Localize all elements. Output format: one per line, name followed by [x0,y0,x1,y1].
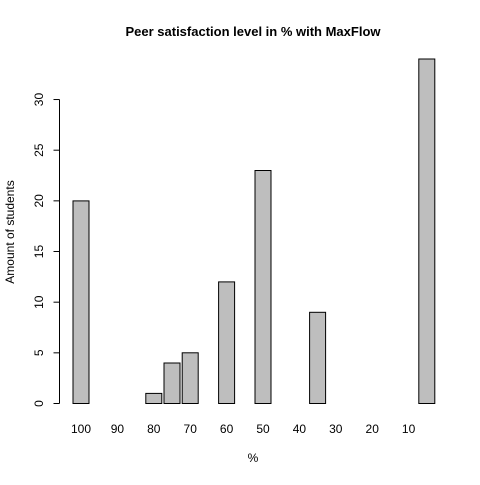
x-tick-label: 40 [293,422,307,436]
y-tick-label: 15 [32,245,46,259]
x-tick-label: 90 [111,422,125,436]
x-tick-label: 10 [402,422,416,436]
x-tick-label: 20 [366,422,380,436]
bars-group [72,58,436,404]
bar [309,311,327,404]
bar [181,352,199,404]
x-tick-label: 50 [256,422,270,436]
bar [418,58,436,404]
x-tick-label: 70 [184,422,198,436]
y-tick-label: 10 [32,295,46,309]
bar [72,200,90,404]
x-axis-label: % [248,451,259,465]
x-axis-tick-labels: 100 90 80 70 60 50 40 30 20 10 [71,422,416,436]
bar [145,392,163,404]
bar [163,362,181,404]
y-axis-label: Amount of students [3,180,17,283]
x-tick-label: 80 [147,422,161,436]
bar [254,170,272,404]
y-tick-label: 20 [32,194,46,208]
x-tick-label: 30 [329,422,343,436]
y-tick-label: 5 [32,349,46,356]
bar [218,281,236,404]
y-tick-label: 30 [32,93,46,107]
chart-title: Peer satisfaction level in % with MaxFlo… [125,24,381,39]
x-tick-label: 100 [71,422,91,436]
x-tick-label: 60 [220,422,234,436]
y-tick-label: 0 [32,400,46,407]
y-tick-label: 25 [32,143,46,157]
y-axis-ticks: 0 5 10 15 20 25 30 [32,93,60,407]
